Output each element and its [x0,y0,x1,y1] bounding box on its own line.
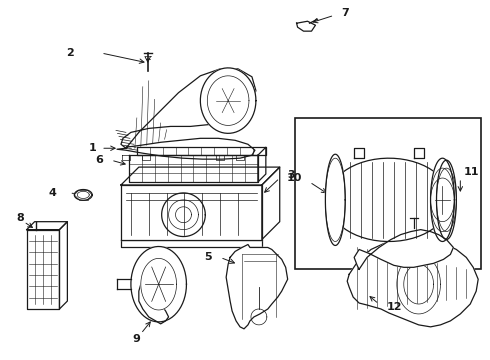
Polygon shape [77,191,89,198]
Polygon shape [354,148,364,158]
Polygon shape [121,185,262,239]
Text: 7: 7 [341,8,349,18]
Polygon shape [262,167,280,239]
Polygon shape [121,239,262,247]
Polygon shape [347,238,478,327]
Polygon shape [137,147,266,155]
Polygon shape [258,147,266,182]
Text: 10: 10 [287,173,302,183]
Polygon shape [437,160,456,239]
Text: 5: 5 [205,252,212,262]
Polygon shape [74,189,92,200]
Text: 4: 4 [49,188,56,198]
Bar [294,118,481,269]
Polygon shape [26,222,68,230]
Polygon shape [431,168,454,231]
Text: 11: 11 [330,221,345,231]
Polygon shape [325,158,345,242]
Polygon shape [327,158,450,242]
Polygon shape [141,258,176,310]
Polygon shape [325,154,345,246]
Polygon shape [200,68,256,133]
Polygon shape [296,21,316,31]
Text: 8: 8 [16,213,24,223]
Polygon shape [139,284,169,324]
Polygon shape [437,168,456,231]
Text: 9: 9 [132,334,140,344]
Polygon shape [131,247,187,322]
Polygon shape [121,167,280,185]
Text: 12: 12 [387,302,402,312]
Polygon shape [354,230,453,269]
Polygon shape [129,155,258,182]
Polygon shape [59,222,68,309]
Text: 11: 11 [464,167,479,177]
Text: 6: 6 [95,155,103,165]
Polygon shape [431,178,454,222]
Text: 3: 3 [288,170,295,180]
Polygon shape [26,230,59,309]
Polygon shape [226,244,288,329]
Polygon shape [431,158,454,242]
Text: 2: 2 [66,48,74,58]
Polygon shape [117,69,256,159]
Text: 1: 1 [88,143,96,153]
Polygon shape [414,148,424,158]
